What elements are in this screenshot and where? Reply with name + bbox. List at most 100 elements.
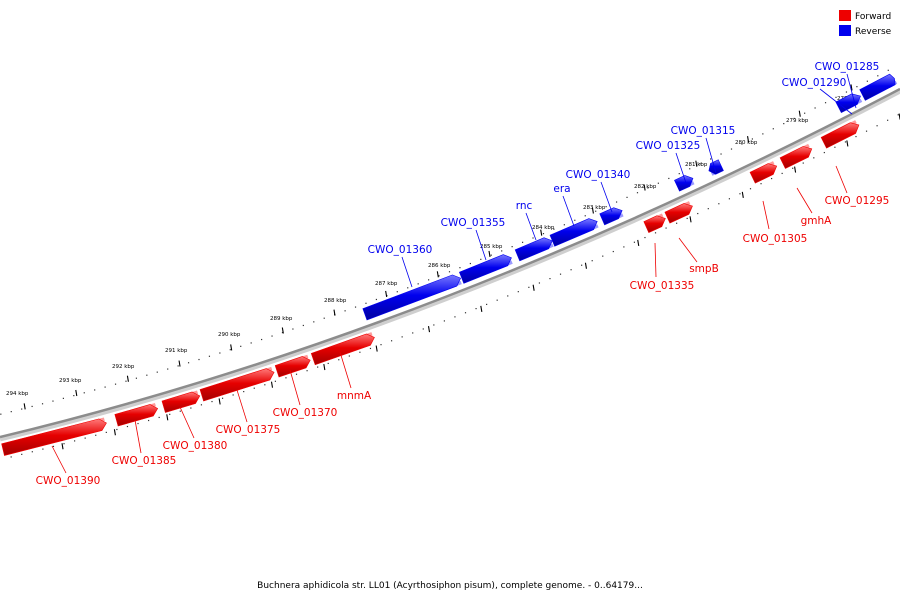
track-tick bbox=[612, 250, 614, 253]
track-tick bbox=[496, 299, 498, 301]
gene-label[interactable]: CWO_01355 bbox=[441, 217, 506, 229]
track-tick bbox=[52, 400, 54, 402]
track-tick bbox=[739, 193, 741, 195]
gene-label[interactable]: era bbox=[553, 183, 570, 195]
gene-cwo_01390[interactable] bbox=[1, 417, 107, 456]
track-major-tick bbox=[218, 398, 221, 405]
track-tick bbox=[770, 177, 773, 180]
gene-arrow bbox=[274, 356, 311, 378]
gene-label[interactable]: CWO_01370 bbox=[273, 407, 338, 419]
gene-label[interactable]: CWO_01380 bbox=[163, 440, 228, 452]
track-tick bbox=[407, 287, 409, 289]
track-tick bbox=[678, 173, 680, 175]
gene-gmha[interactable] bbox=[779, 143, 813, 169]
kbp-label: 287 kbp bbox=[375, 281, 398, 287]
track-tick bbox=[42, 448, 44, 450]
gene-label-leader bbox=[796, 187, 813, 214]
gene-label[interactable]: gmhA bbox=[801, 215, 833, 227]
gene-cwo_01360[interactable] bbox=[362, 274, 462, 321]
gene-cwo_01370[interactable] bbox=[274, 354, 311, 378]
gene-label[interactable]: CWO_01340 bbox=[566, 169, 631, 181]
gene-label[interactable]: CWO_01385 bbox=[112, 455, 177, 467]
gene-era[interactable] bbox=[549, 218, 599, 247]
track-tick bbox=[412, 332, 414, 334]
gene-arrow bbox=[643, 215, 666, 233]
track-tick bbox=[866, 80, 868, 82]
gene-cwo_01325[interactable] bbox=[674, 175, 695, 192]
track-major-tick bbox=[75, 389, 78, 397]
gene-cwo_01380[interactable] bbox=[161, 390, 201, 413]
track-tick bbox=[559, 273, 562, 275]
track-tick bbox=[783, 123, 785, 125]
track-tick bbox=[844, 141, 847, 143]
kbp-label: 279 kbp bbox=[786, 118, 809, 124]
track-tick bbox=[221, 397, 224, 399]
gene-label-leader bbox=[401, 256, 413, 288]
gene-cwo_01315[interactable] bbox=[708, 159, 724, 176]
gene-rnc[interactable] bbox=[514, 237, 554, 262]
track-tick bbox=[354, 306, 357, 308]
track-tick bbox=[697, 212, 699, 215]
track-tick bbox=[95, 434, 97, 436]
gene-label[interactable]: CWO_01290 bbox=[782, 77, 847, 89]
gene-label-leader bbox=[600, 181, 613, 213]
track-tick bbox=[31, 405, 33, 408]
gene-cwo_01355[interactable] bbox=[459, 254, 513, 284]
track-tick bbox=[760, 183, 762, 185]
gene-cwo_01305[interactable] bbox=[749, 161, 778, 184]
gene-label[interactable]: smpB bbox=[689, 263, 719, 275]
track-major-tick bbox=[333, 309, 336, 316]
track-tick bbox=[804, 112, 806, 114]
kbp-label: 293 kbp bbox=[59, 378, 82, 384]
gene-label[interactable]: CWO_01360 bbox=[368, 244, 433, 256]
gene-cwo_01295[interactable] bbox=[820, 120, 860, 149]
legend-reverse[interactable]: Reverse bbox=[839, 25, 892, 37]
gene-cwo_01335[interactable] bbox=[643, 213, 666, 233]
gene-arrow bbox=[779, 146, 813, 169]
gene-cwo_01285[interactable] bbox=[859, 73, 898, 101]
gene-label[interactable]: CWO_01315 bbox=[671, 125, 736, 137]
gene-cwo_01385[interactable] bbox=[114, 403, 159, 427]
gene-cwo_01290[interactable] bbox=[835, 93, 863, 114]
track-tick bbox=[699, 163, 701, 165]
track-tick bbox=[459, 267, 461, 269]
gene-label[interactable]: CWO_01335 bbox=[630, 280, 695, 292]
gene-label[interactable]: CWO_01285 bbox=[815, 61, 880, 73]
gene-label[interactable]: CWO_01295 bbox=[825, 195, 890, 207]
track-tick bbox=[486, 303, 488, 306]
track-tick bbox=[480, 258, 482, 260]
track-tick bbox=[595, 210, 597, 212]
track-major-tick bbox=[166, 414, 169, 421]
track-tick bbox=[581, 264, 583, 266]
gene-label[interactable]: CWO_01325 bbox=[636, 140, 701, 152]
gene-arrow bbox=[362, 274, 462, 321]
gene-label[interactable]: CWO_01305 bbox=[743, 233, 808, 245]
track-tick bbox=[156, 371, 158, 373]
track-tick bbox=[751, 138, 754, 140]
track-ticks bbox=[0, 69, 900, 458]
track-tick bbox=[490, 254, 492, 256]
track-tick bbox=[813, 157, 815, 159]
track-tick bbox=[295, 373, 298, 375]
track-tick bbox=[0, 413, 2, 415]
legend-forward[interactable]: Forward bbox=[839, 10, 891, 22]
gene-smpb[interactable] bbox=[664, 201, 693, 224]
gene-label[interactable]: CWO_01390 bbox=[36, 475, 101, 487]
gene-label[interactable]: rnc bbox=[516, 200, 533, 212]
track-tick bbox=[365, 302, 367, 304]
gene-label[interactable]: CWO_01375 bbox=[216, 424, 281, 436]
track-tick bbox=[657, 182, 659, 184]
track-tick bbox=[198, 358, 200, 361]
gene-cwo_01375[interactable] bbox=[199, 366, 275, 402]
track-major-tick bbox=[747, 136, 750, 143]
track-tick bbox=[814, 107, 816, 109]
track-tick bbox=[422, 328, 424, 330]
track-tick bbox=[62, 397, 64, 399]
gene-label[interactable]: mnmA bbox=[337, 390, 372, 402]
gene-cwo_01340[interactable] bbox=[599, 207, 624, 226]
gene-mnma[interactable] bbox=[310, 332, 375, 366]
gene-arrow bbox=[310, 333, 375, 366]
track-tick bbox=[563, 224, 565, 226]
track-major-tick bbox=[643, 184, 646, 191]
